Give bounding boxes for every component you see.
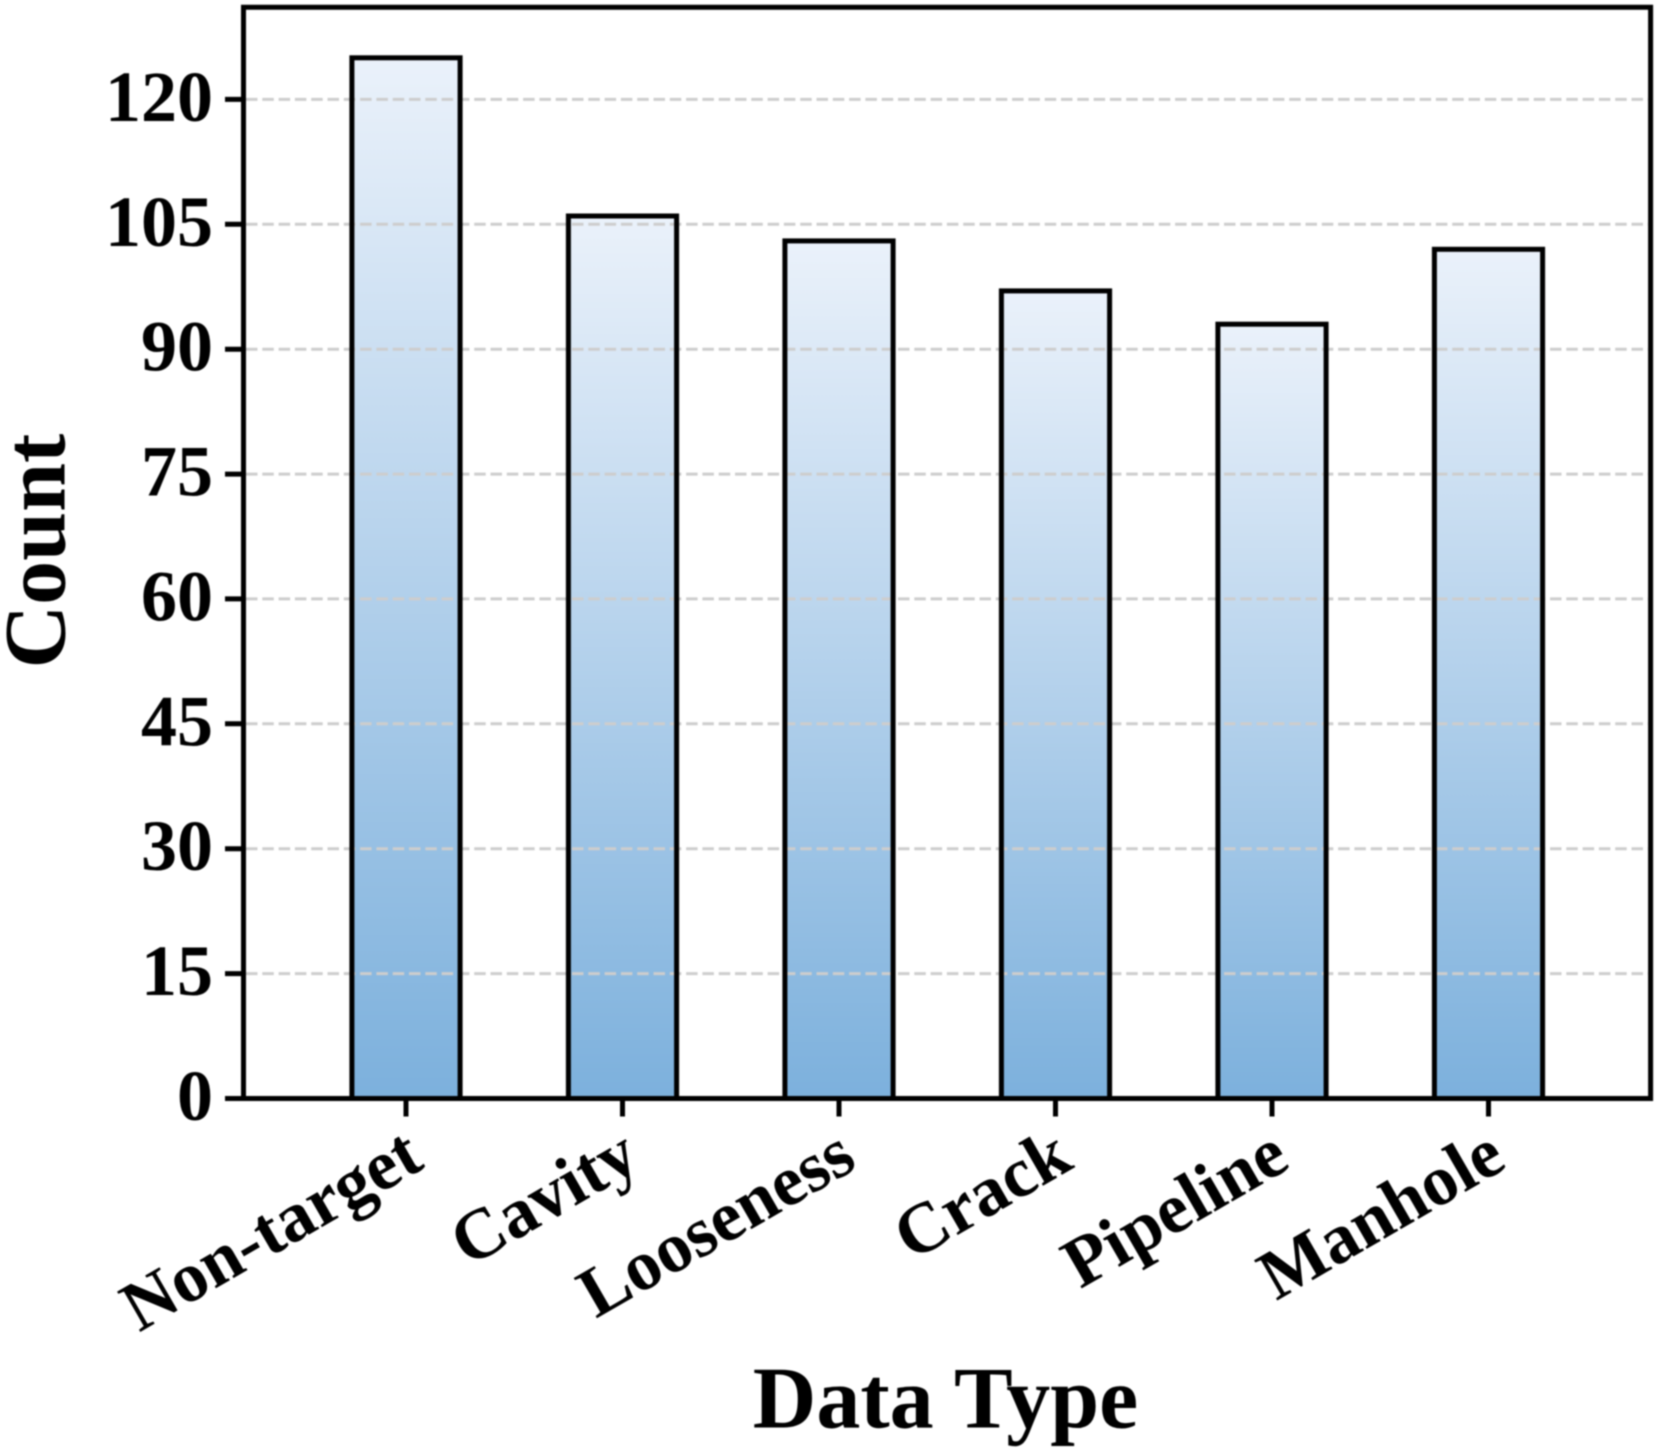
svg-text:45: 45 <box>141 681 213 761</box>
svg-text:Data Type: Data Type <box>753 1351 1138 1448</box>
svg-text:15: 15 <box>141 931 213 1011</box>
svg-text:0: 0 <box>177 1056 213 1136</box>
svg-text:Count: Count <box>0 434 85 669</box>
svg-text:120: 120 <box>105 57 213 137</box>
svg-text:30: 30 <box>141 806 213 886</box>
svg-text:105: 105 <box>105 182 213 262</box>
svg-text:75: 75 <box>141 432 213 512</box>
svg-text:90: 90 <box>141 307 213 387</box>
svg-text:60: 60 <box>141 556 213 636</box>
